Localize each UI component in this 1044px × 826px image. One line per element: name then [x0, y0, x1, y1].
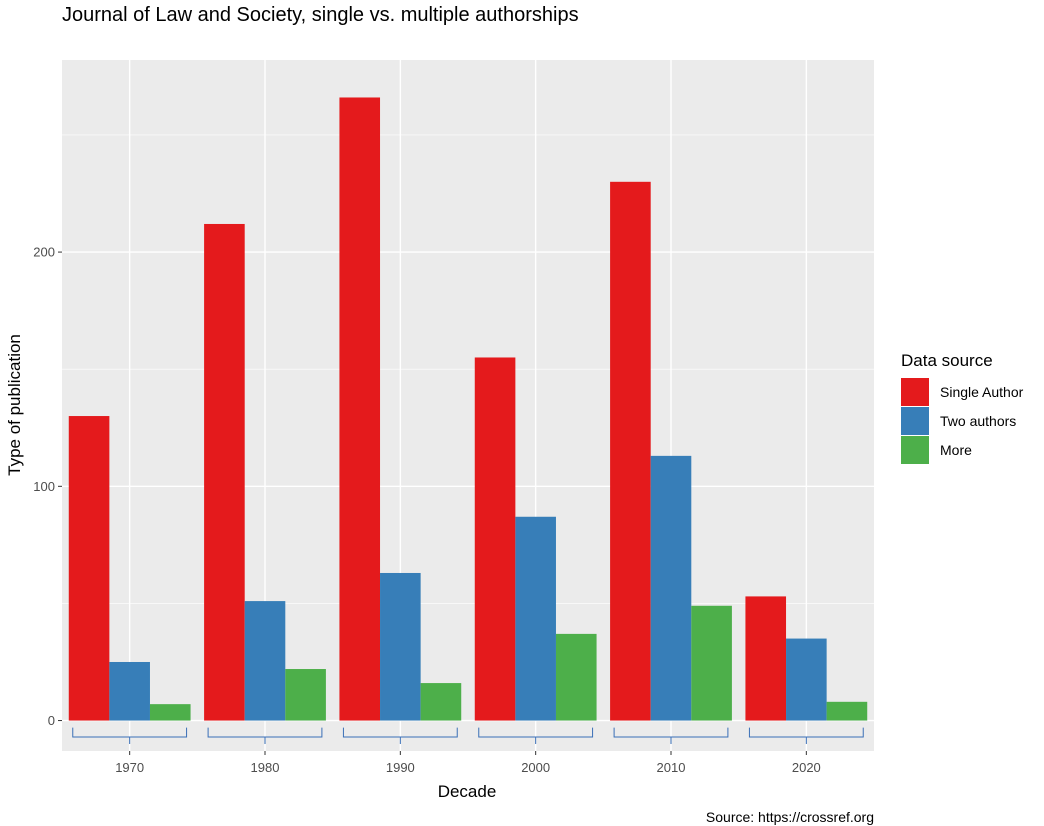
legend: Single Author Two authors More — [901, 378, 1024, 464]
bar-two-authors-2000 — [515, 516, 556, 721]
bar-single-author-2000 — [474, 357, 516, 721]
legend-title: Data source — [901, 351, 993, 370]
bar-single-author-2010 — [610, 181, 651, 721]
y-tick-label: 200 — [33, 245, 55, 260]
bar-more-1970 — [149, 704, 191, 721]
category-bracket — [478, 727, 594, 744]
x-axis-ticks: 1970 1980 1990 2000 2010 2020 — [115, 751, 821, 775]
x-tick-label: 2010 — [657, 760, 686, 775]
bar-single-author-2020 — [745, 596, 787, 721]
x-tick-label: 1990 — [386, 760, 415, 775]
y-tick-label: 0 — [48, 713, 55, 728]
x-tick-label: 1980 — [251, 760, 280, 775]
bar-more-2000 — [555, 633, 597, 721]
x-tick-label: 2000 — [521, 760, 550, 775]
y-axis-title: Type of publication — [5, 334, 24, 476]
chart-title: Journal of Law and Society, single vs. m… — [62, 4, 579, 26]
bar-two-authors-1990 — [380, 572, 421, 721]
bar-two-authors-1980 — [244, 601, 286, 721]
category-bracket — [342, 727, 458, 744]
category-bracket — [207, 727, 323, 744]
bar-single-author-1990 — [339, 97, 381, 721]
x-tick-label: 1970 — [115, 760, 144, 775]
y-tick-label: 100 — [33, 479, 55, 494]
legend-label-more: More — [940, 442, 972, 458]
x-tick-label: 2020 — [792, 760, 821, 775]
bar-two-authors-2010 — [650, 455, 692, 721]
legend-swatch-single-author — [901, 378, 929, 406]
category-brackets — [72, 727, 864, 744]
legend-label-single-author: Single Author — [940, 384, 1024, 400]
category-bracket — [613, 727, 729, 744]
bar-more-1990 — [420, 683, 462, 721]
bar-two-authors-1970 — [109, 661, 150, 721]
bar-single-author-1970 — [68, 416, 110, 721]
bar-more-2010 — [691, 605, 732, 721]
source-caption: Source: https://crossref.org — [706, 809, 874, 825]
legend-label-two-authors: Two authors — [940, 413, 1016, 429]
legend-swatch-more — [901, 436, 929, 464]
category-bracket — [748, 727, 864, 744]
bar-single-author-1980 — [204, 223, 245, 721]
bar-two-authors-2020 — [786, 638, 827, 721]
bar-more-2020 — [826, 701, 868, 721]
y-axis-ticks: 0 100 200 — [33, 245, 62, 728]
bar-more-1980 — [285, 669, 326, 721]
plot-panel — [62, 60, 874, 751]
bars-layer — [68, 97, 868, 721]
x-axis-title: Decade — [438, 782, 497, 801]
category-bracket — [72, 727, 188, 744]
legend-swatch-two-authors — [901, 407, 929, 435]
